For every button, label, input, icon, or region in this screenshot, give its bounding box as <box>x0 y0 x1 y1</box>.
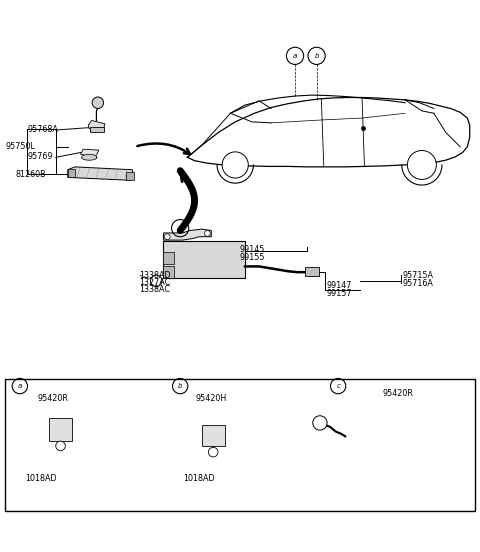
Text: 95716A: 95716A <box>403 279 433 288</box>
Circle shape <box>164 234 170 240</box>
Text: 99155: 99155 <box>240 253 265 262</box>
Text: c: c <box>336 383 340 389</box>
Text: 1338AD: 1338AD <box>140 270 171 279</box>
Text: 1327AC: 1327AC <box>140 278 171 286</box>
Polygon shape <box>163 229 211 240</box>
Text: 95715A: 95715A <box>403 270 434 279</box>
Circle shape <box>92 97 104 109</box>
Text: 95768A: 95768A <box>27 125 58 134</box>
Bar <box>126 172 134 181</box>
Bar <box>163 241 245 278</box>
Polygon shape <box>90 126 104 132</box>
Bar <box>48 418 72 441</box>
Polygon shape <box>185 416 233 427</box>
Bar <box>163 252 174 264</box>
Text: c: c <box>178 225 182 231</box>
Text: 81260B: 81260B <box>15 169 46 178</box>
Bar <box>5 379 475 511</box>
Bar <box>202 426 225 446</box>
Polygon shape <box>68 167 134 181</box>
Circle shape <box>222 152 248 178</box>
Polygon shape <box>88 120 105 129</box>
Circle shape <box>151 275 162 286</box>
Text: b: b <box>178 383 182 389</box>
Text: 99147: 99147 <box>326 281 351 290</box>
Text: 99157: 99157 <box>326 289 352 298</box>
Text: 95750L: 95750L <box>5 142 36 151</box>
Text: 1018AD: 1018AD <box>25 474 57 483</box>
Bar <box>305 267 319 276</box>
Text: a: a <box>18 383 22 389</box>
Circle shape <box>56 441 65 450</box>
Circle shape <box>208 447 218 457</box>
Circle shape <box>204 231 210 236</box>
Text: 95420R: 95420R <box>383 389 413 398</box>
Polygon shape <box>82 155 97 160</box>
Polygon shape <box>331 403 465 476</box>
Circle shape <box>313 416 327 430</box>
Text: 95420H: 95420H <box>196 394 227 403</box>
Text: a: a <box>293 53 297 59</box>
Text: 95769: 95769 <box>27 152 52 161</box>
Text: 1018AD: 1018AD <box>183 474 215 483</box>
Bar <box>68 169 75 177</box>
Text: b: b <box>314 53 319 59</box>
Polygon shape <box>81 149 99 156</box>
Bar <box>163 267 174 278</box>
Text: 99145: 99145 <box>240 245 265 254</box>
Circle shape <box>408 151 436 179</box>
Text: 95420R: 95420R <box>38 394 69 403</box>
Text: 1338AC: 1338AC <box>140 285 170 294</box>
Polygon shape <box>29 410 82 420</box>
